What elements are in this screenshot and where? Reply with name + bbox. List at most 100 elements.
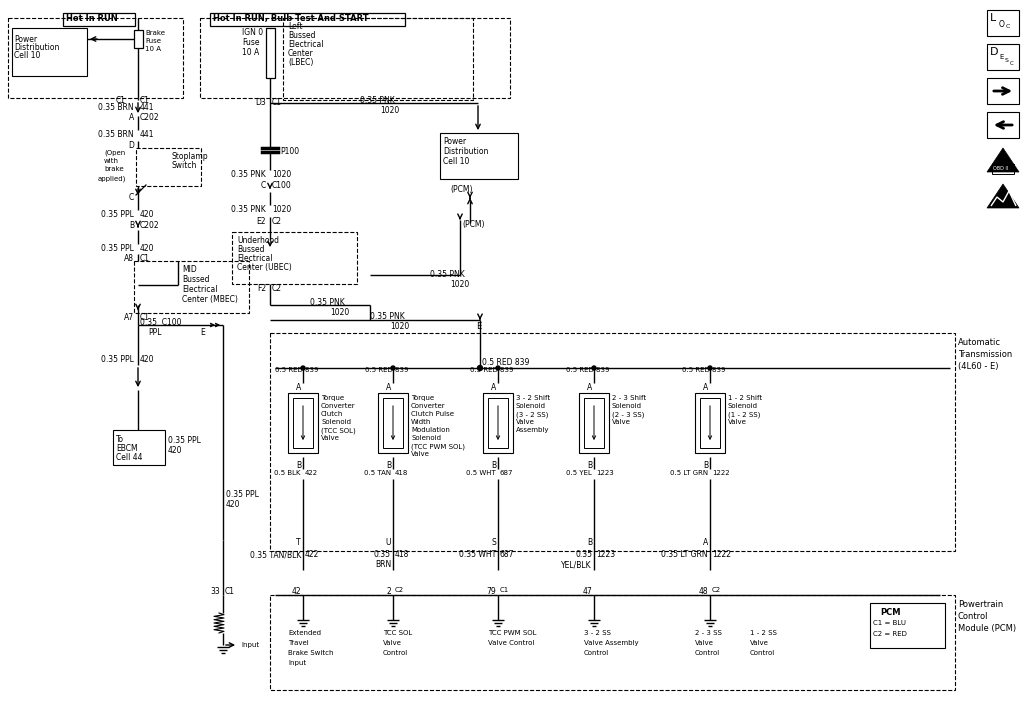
Text: Torque: Torque [411, 395, 434, 401]
Text: C202: C202 [140, 221, 160, 230]
Circle shape [592, 366, 596, 370]
Text: Width: Width [411, 419, 431, 425]
Text: Electrical: Electrical [237, 254, 272, 263]
Text: BRN: BRN [375, 560, 391, 569]
Text: A: A [296, 383, 301, 392]
Text: 79: 79 [486, 587, 496, 596]
Text: C2: C2 [395, 587, 404, 593]
Text: A7: A7 [124, 313, 134, 322]
Text: Control: Control [695, 650, 720, 656]
Text: Extended: Extended [288, 630, 321, 636]
Text: D: D [128, 141, 134, 150]
Text: MID: MID [182, 265, 197, 274]
Text: 1222: 1222 [712, 470, 730, 476]
Text: 0.35 PPL: 0.35 PPL [101, 210, 134, 219]
Text: A: A [129, 113, 134, 122]
Text: C2 = RED: C2 = RED [873, 631, 907, 637]
Text: TCC SOL: TCC SOL [383, 630, 413, 636]
Text: 33: 33 [210, 587, 220, 596]
Text: Valve: Valve [411, 451, 430, 457]
Text: 0.35 PNK: 0.35 PNK [231, 170, 266, 179]
Text: 0.5 YEL: 0.5 YEL [566, 470, 592, 476]
Text: Converter: Converter [321, 403, 355, 409]
Text: 0.5 RED 839: 0.5 RED 839 [682, 367, 725, 373]
Text: D3: D3 [255, 98, 266, 107]
Text: Center (MBEC): Center (MBEC) [182, 295, 238, 304]
Text: B: B [490, 461, 496, 470]
Text: 0.35 PNK: 0.35 PNK [360, 96, 394, 105]
Text: C: C [129, 193, 134, 202]
Text: Power: Power [14, 35, 37, 44]
Text: C1: C1 [116, 96, 126, 105]
Text: Valve: Valve [750, 640, 769, 646]
Text: Control: Control [584, 650, 609, 656]
Text: 2: 2 [386, 587, 391, 596]
Text: 1 - 2 SS: 1 - 2 SS [750, 630, 777, 636]
Text: Transmission: Transmission [958, 350, 1013, 359]
Text: Fuse: Fuse [242, 38, 259, 47]
Text: Stoplamp: Stoplamp [171, 152, 208, 161]
Text: B: B [587, 461, 592, 470]
Text: 420: 420 [140, 244, 155, 253]
Text: 3 - 2 SS: 3 - 2 SS [584, 630, 611, 636]
Text: Center (UBEC): Center (UBEC) [237, 263, 292, 272]
Text: Assembly: Assembly [516, 427, 550, 433]
Text: (1 - 2 SS): (1 - 2 SS) [728, 411, 761, 417]
Text: 422: 422 [305, 470, 318, 476]
Text: 1020: 1020 [330, 308, 349, 317]
Text: 422: 422 [305, 550, 319, 559]
Text: 0.5 RED 839: 0.5 RED 839 [566, 367, 609, 373]
Text: 3 - 2 Shift: 3 - 2 Shift [516, 395, 550, 401]
Text: A: A [587, 383, 592, 392]
Text: (PCM): (PCM) [462, 220, 484, 229]
Text: Distribution: Distribution [14, 43, 59, 52]
Text: 0.5 RED 839: 0.5 RED 839 [482, 358, 529, 367]
Text: Bussed: Bussed [288, 31, 315, 40]
Text: 687: 687 [500, 470, 513, 476]
Text: To: To [116, 435, 124, 444]
Text: Control: Control [958, 612, 988, 621]
Text: 0.5 LT GRN: 0.5 LT GRN [670, 470, 708, 476]
Text: Left: Left [288, 22, 302, 31]
Text: 1020: 1020 [390, 322, 410, 331]
Text: C1: C1 [272, 98, 282, 107]
Text: Input: Input [288, 660, 306, 666]
Text: Solenoid: Solenoid [411, 435, 441, 441]
Text: Underhood: Underhood [237, 236, 279, 245]
Text: Valve: Valve [383, 640, 401, 646]
Text: 420: 420 [140, 355, 155, 364]
Text: Clutch: Clutch [321, 411, 343, 417]
Text: Module (PCM): Module (PCM) [958, 624, 1016, 633]
Text: C1: C1 [500, 587, 509, 593]
Text: IGN 0: IGN 0 [242, 28, 263, 37]
Text: Valve: Valve [695, 640, 714, 646]
Text: (TCC SOL): (TCC SOL) [321, 427, 355, 434]
Text: applied): applied) [98, 175, 126, 181]
Text: 1 - 2 Shift: 1 - 2 Shift [728, 395, 762, 401]
Text: 1222: 1222 [712, 550, 731, 559]
Text: 2 - 3 Shift: 2 - 3 Shift [612, 395, 646, 401]
Text: 0.35 PPL: 0.35 PPL [101, 244, 134, 253]
Text: Switch: Switch [171, 161, 197, 170]
Text: 0.35 PNK: 0.35 PNK [310, 298, 345, 307]
Text: E: E [200, 328, 205, 337]
Text: D: D [990, 47, 998, 57]
Text: P100: P100 [280, 147, 299, 156]
Text: 0.35 LT GRN: 0.35 LT GRN [662, 550, 708, 559]
Text: Cell 10: Cell 10 [14, 51, 40, 60]
Text: 0.35: 0.35 [575, 550, 592, 559]
Text: A8: A8 [124, 254, 134, 263]
Text: Brake Switch: Brake Switch [288, 650, 334, 656]
Text: Valve Assembly: Valve Assembly [584, 640, 639, 646]
Text: Valve: Valve [612, 419, 631, 425]
Polygon shape [987, 184, 1019, 208]
Text: A: A [490, 383, 496, 392]
Text: C2: C2 [272, 217, 282, 226]
Text: (Open: (Open [104, 150, 125, 156]
Text: B: B [129, 221, 134, 230]
Text: 0.35 PPL: 0.35 PPL [101, 355, 134, 364]
Text: 418: 418 [395, 550, 410, 559]
Text: C: C [1010, 61, 1014, 66]
Text: B: B [587, 538, 592, 547]
Text: Valve Control: Valve Control [488, 640, 535, 646]
